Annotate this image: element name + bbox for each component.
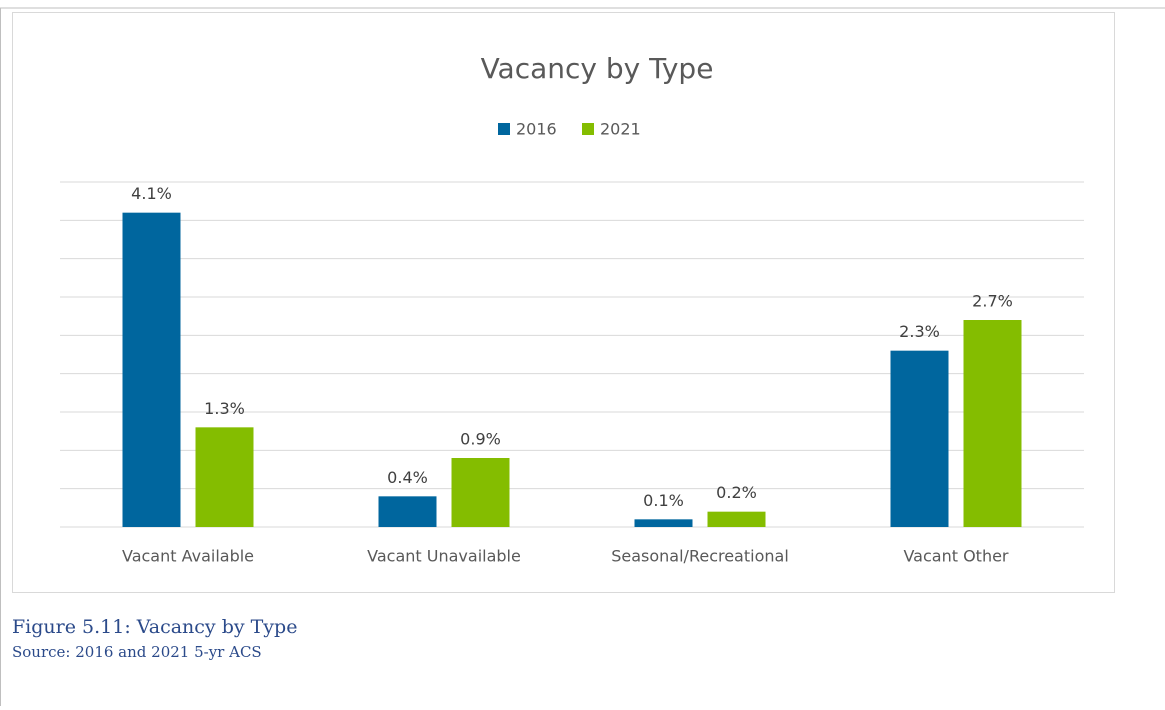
data-label: 2.3% bbox=[899, 322, 940, 341]
source: Source: 2016 and 2021 5-yr ACS bbox=[12, 643, 262, 661]
data-label: 4.1% bbox=[131, 184, 172, 203]
x-tick-label: Vacant Unavailable bbox=[367, 547, 521, 566]
data-label: 0.4% bbox=[387, 468, 428, 487]
bar bbox=[634, 519, 693, 527]
data-label: 1.3% bbox=[204, 399, 245, 418]
x-tick-label: Vacant Available bbox=[122, 547, 254, 566]
bar bbox=[451, 458, 510, 527]
data-label: 0.1% bbox=[643, 491, 684, 510]
data-label: 0.2% bbox=[716, 483, 757, 502]
bar bbox=[890, 350, 949, 527]
bar bbox=[195, 427, 254, 527]
chart-title: Vacancy by Type bbox=[481, 52, 714, 85]
legend-label: 2016 bbox=[516, 120, 557, 139]
x-tick-label: Seasonal/Recreational bbox=[611, 547, 789, 566]
bar bbox=[963, 320, 1022, 527]
bar bbox=[707, 511, 766, 527]
legend-label: 2021 bbox=[600, 120, 641, 139]
data-label: 2.7% bbox=[972, 292, 1013, 311]
data-label: 0.9% bbox=[460, 430, 501, 449]
legend-swatch bbox=[582, 123, 594, 135]
bar bbox=[122, 212, 181, 527]
bar bbox=[378, 496, 437, 527]
legend-swatch bbox=[498, 123, 510, 135]
caption: Figure 5.11: Vacancy by Type bbox=[12, 616, 297, 638]
x-tick-label: Vacant Other bbox=[903, 547, 1008, 566]
